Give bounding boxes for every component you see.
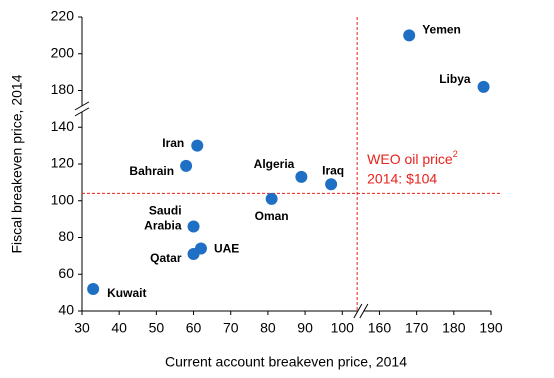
y-tick-label: 180 (51, 81, 75, 97)
y-tick-label: 60 (58, 265, 74, 281)
annotation-text: WEO oil price (367, 151, 453, 167)
data-point (265, 192, 278, 205)
y-tick-label: 120 (51, 155, 75, 171)
axis-break (359, 303, 369, 319)
point-label: Kuwait (107, 286, 146, 300)
data-point (191, 139, 204, 152)
point-label: Iraq (322, 163, 344, 177)
axis-break (353, 303, 363, 319)
data-point (187, 220, 200, 233)
point-label: UAE (214, 242, 239, 256)
x-tick-label: 180 (442, 320, 466, 336)
x-tick-label: 90 (297, 320, 313, 336)
x-tick-label: 190 (479, 320, 503, 336)
x-tick-label: 60 (186, 320, 202, 336)
y-tick-label: 140 (51, 118, 75, 134)
y-tick-label: 200 (51, 44, 75, 60)
y-axis-title: Fiscal breakeven price, 2014 (9, 74, 25, 253)
axis-break (74, 101, 90, 111)
x-tick-label: 40 (111, 320, 127, 336)
axis-break-gap (357, 305, 364, 317)
y-tick-label: 100 (51, 191, 75, 207)
point-label: Oman (255, 209, 289, 223)
y-tick-label: 40 (58, 302, 74, 318)
data-point (403, 29, 416, 42)
x-tick-label: 30 (74, 320, 90, 336)
annotation-superscript: 2 (453, 149, 458, 159)
x-axis-title: Current account breakeven price, 2014 (165, 354, 407, 370)
x-tick-label: 50 (149, 320, 165, 336)
x-tick-label: 100 (331, 320, 355, 336)
point-label: Qatar (150, 251, 182, 265)
x-tick-label: 70 (223, 320, 239, 336)
annotation: WEO oil price2 (367, 149, 458, 166)
point-label: Libya (439, 72, 471, 86)
data-point (325, 178, 338, 191)
data-point (477, 80, 490, 93)
x-tick-label: 160 (368, 320, 392, 336)
data-point (180, 159, 193, 172)
point-label: Bahrain (129, 164, 174, 178)
point-label-line: Saudi (149, 204, 182, 218)
point-label: Algeria (254, 157, 295, 171)
point-label-line: Arabia (144, 219, 182, 233)
axis-break-gap (76, 105, 88, 112)
y-tick-label: 220 (51, 8, 75, 24)
y-tick-label: 80 (58, 228, 74, 244)
x-tick-label: 80 (260, 320, 276, 336)
point-label: Saudi Arabia (144, 204, 182, 233)
data-point (194, 242, 207, 255)
data-point (295, 170, 308, 183)
data-point (87, 282, 100, 295)
annotation: 2014: $104 (367, 171, 437, 187)
point-label: Yemen (422, 23, 461, 37)
point-label: Iran (162, 136, 184, 150)
x-tick-label: 170 (405, 320, 429, 336)
axis-break (74, 107, 90, 117)
